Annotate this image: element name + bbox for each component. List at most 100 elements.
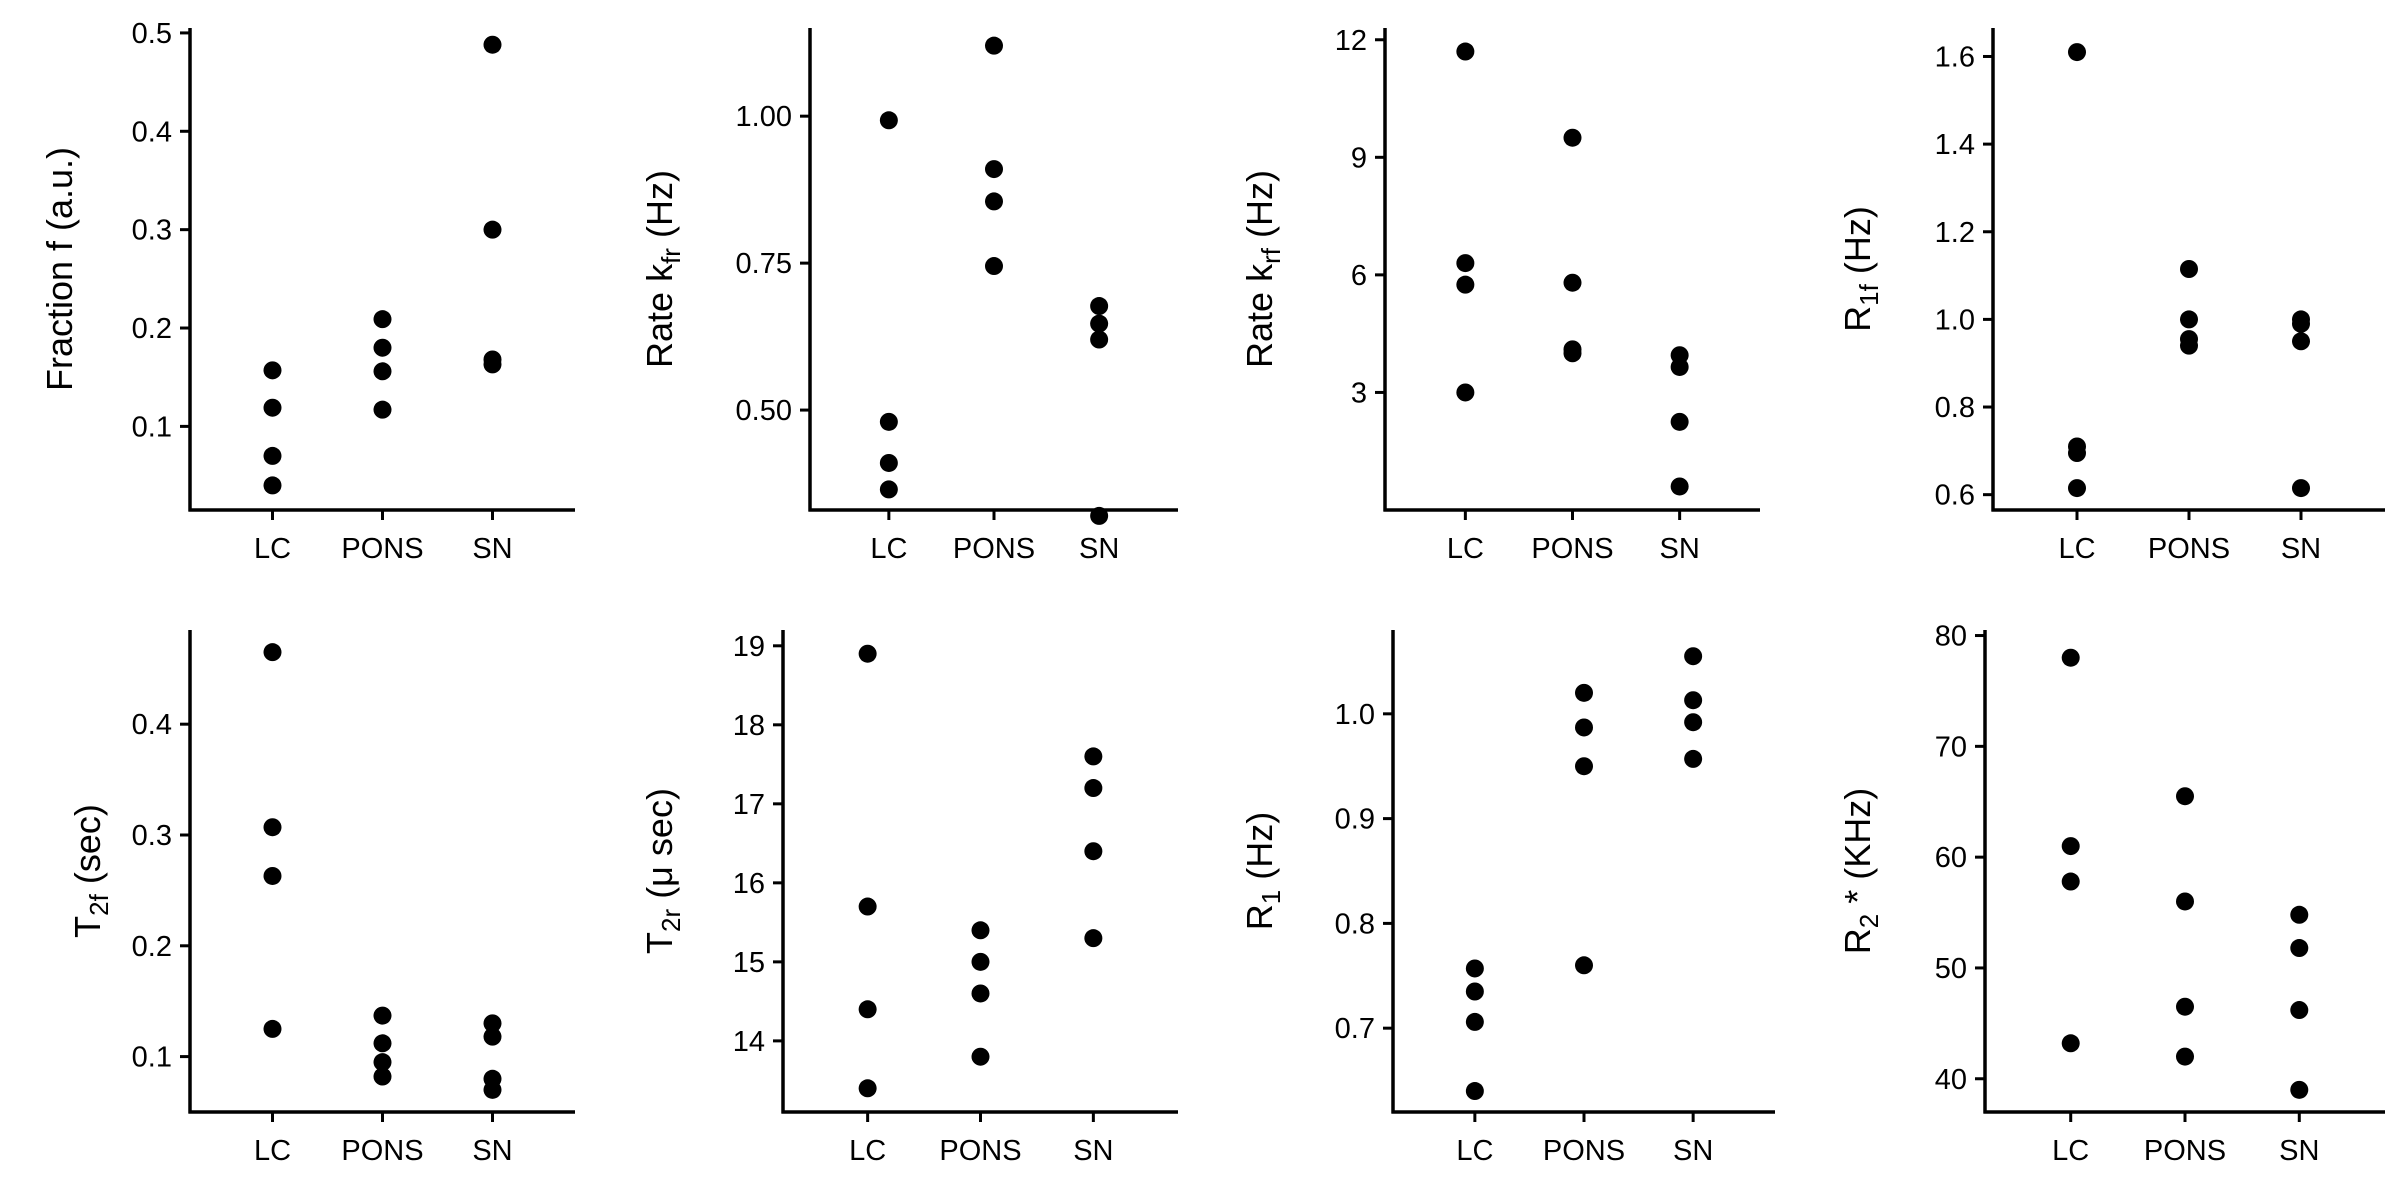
y-tick-label: 0.4 — [132, 709, 172, 741]
data-point-lc — [263, 361, 282, 380]
y-tick-label: 0.3 — [132, 820, 172, 852]
data-point-sn — [2290, 1080, 2309, 1099]
y-tick-label: 0.2 — [132, 931, 172, 963]
y-tick-label: 6 — [1351, 260, 1367, 292]
y-axis-label: Fraction f (a.u.) — [39, 147, 80, 391]
data-point-lc — [263, 398, 282, 417]
y-tick-label: 80 — [1935, 621, 1967, 653]
x-tick-label-sn: SN — [1673, 1135, 1713, 1167]
y-tick-label: 3 — [1351, 377, 1367, 409]
data-point-lc — [263, 1019, 282, 1038]
chart-panel-7: 0.7 0.8 0.9 1.0 LC PONS SN R1 (Hz) — [1239, 630, 1775, 1167]
x-tick-label-sn: SN — [472, 533, 512, 565]
data-point-sn — [1684, 647, 1703, 666]
data-point-pons — [2180, 310, 2198, 329]
data-point-pons — [373, 1006, 392, 1025]
x-tick-label-pons: PONS — [939, 1135, 1021, 1167]
data-point-lc — [2061, 648, 2080, 667]
y-axis-label: R1f (Hz) — [1837, 206, 1884, 332]
y-tick-label: 12 — [1335, 25, 1367, 57]
data-point-sn — [1090, 297, 1109, 316]
data-point-sn — [1670, 477, 1689, 496]
data-point-sn — [483, 1080, 502, 1099]
data-point-sn — [2290, 939, 2309, 958]
y-tick-label: 70 — [1935, 731, 1967, 763]
y-tick-label: 14 — [733, 1026, 765, 1058]
data-point-pons — [1575, 683, 1593, 702]
data-point-lc — [1465, 1082, 1484, 1101]
x-tick-label-sn: SN — [1659, 533, 1699, 565]
data-point-lc — [879, 111, 898, 130]
x-tick-label-lc: LC — [1456, 1135, 1493, 1167]
data-point-sn — [483, 1014, 502, 1033]
y-tick-label: 0.8 — [1335, 908, 1375, 940]
data-point-lc — [858, 644, 877, 663]
data-point-pons — [971, 921, 990, 940]
data-point-pons — [2176, 1047, 2194, 1066]
data-point-sn — [2290, 1001, 2309, 1020]
x-tick-label-lc: LC — [1447, 533, 1484, 565]
y-tick-label: 0.6 — [1935, 480, 1975, 512]
y-tick-label: 16 — [733, 868, 765, 900]
data-point-sn — [2292, 314, 2310, 333]
y-tick-label: 17 — [733, 789, 765, 821]
data-point-lc — [2068, 444, 2086, 463]
data-point-pons — [985, 192, 1003, 211]
data-point-sn — [2292, 332, 2310, 351]
data-point-sn — [2290, 905, 2309, 924]
data-point-sn — [1090, 330, 1109, 349]
y-tick-label: 0.5 — [132, 18, 172, 50]
y-tick-label: 50 — [1935, 953, 1967, 985]
data-point-pons — [971, 1047, 990, 1066]
data-point-sn — [1084, 779, 1103, 798]
data-point-pons — [373, 338, 392, 357]
data-point-pons — [1563, 344, 1582, 363]
data-point-lc — [2068, 43, 2086, 62]
x-tick-label-pons: PONS — [2148, 533, 2230, 565]
y-axis-label: T2r (μ sec) — [639, 788, 686, 954]
x-tick-label-lc: LC — [2052, 1135, 2089, 1167]
y-tick-label: 1.6 — [1935, 41, 1975, 73]
y-tick-label: 0.75 — [736, 248, 792, 280]
y-tick-label: 0.3 — [132, 215, 172, 247]
data-point-pons — [373, 1053, 392, 1072]
x-tick-label-pons: PONS — [2144, 1135, 2226, 1167]
y-tick-label: 0.8 — [1935, 392, 1975, 424]
data-point-lc — [2068, 479, 2086, 498]
data-point-sn — [1684, 749, 1703, 768]
y-tick-label: 15 — [733, 947, 765, 979]
x-tick-label-pons: PONS — [1543, 1135, 1625, 1167]
chart-panel-5: 0.1 0.2 0.3 0.4 LC PONS SN T2f (sec) — [67, 630, 575, 1167]
data-point-pons — [985, 36, 1003, 55]
y-axis-label: T2f (sec) — [67, 804, 114, 938]
data-point-pons — [373, 400, 392, 419]
x-tick-label-lc: LC — [870, 533, 907, 565]
data-point-sn — [1090, 506, 1109, 525]
chart-panel-2: 0.50 0.75 1.00 LC PONS SN Rate kfr (Hz) — [639, 28, 1178, 565]
y-tick-label: 0.4 — [132, 116, 172, 148]
data-point-sn — [1090, 314, 1109, 333]
data-point-lc — [1465, 959, 1484, 978]
data-point-sn — [1684, 691, 1703, 710]
y-tick-label: 1.0 — [1935, 304, 1975, 336]
chart-panel-3: 3 6 9 12 LC PONS SN Rate krf (Hz) — [1239, 25, 1760, 565]
y-tick-label: 0.2 — [132, 313, 172, 345]
data-point-pons — [971, 984, 990, 1003]
data-point-lc — [1456, 254, 1475, 273]
x-tick-label-lc: LC — [2058, 533, 2095, 565]
data-point-sn — [1670, 412, 1689, 431]
data-point-lc — [1465, 982, 1484, 1001]
x-tick-label-lc: LC — [254, 1135, 291, 1167]
data-point-lc — [2061, 837, 2080, 856]
y-tick-label: 1.2 — [1935, 217, 1975, 249]
x-tick-label-sn: SN — [2281, 533, 2321, 565]
data-point-sn — [1084, 929, 1103, 948]
y-axis-label: Rate kfr (Hz) — [639, 170, 686, 368]
x-tick-label-sn: SN — [1079, 533, 1119, 565]
x-tick-label-sn: SN — [472, 1135, 512, 1167]
chart-panel-6: 14 15 16 17 18 19 LC PONS SN T2r (μ sec) — [639, 630, 1178, 1167]
x-tick-label-sn: SN — [1073, 1135, 1113, 1167]
data-point-lc — [2061, 1034, 2080, 1053]
data-point-sn — [483, 35, 502, 54]
